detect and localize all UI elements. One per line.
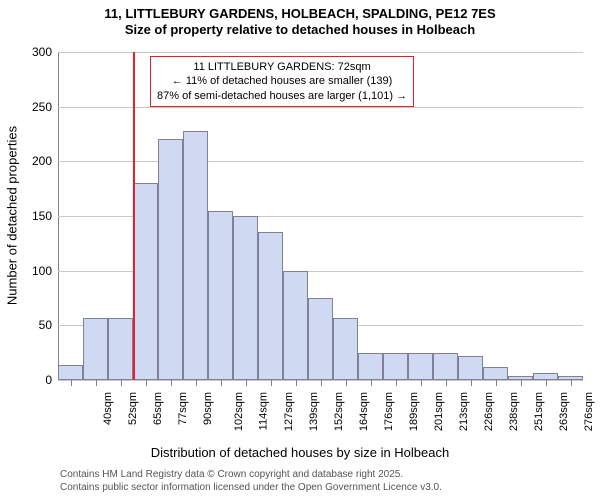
title-line-2: Size of property relative to detached ho… [0, 22, 600, 38]
x-tick-label: 90sqm [202, 392, 214, 425]
x-tick-label: 114sqm [257, 392, 269, 430]
plot-area: 05010015020025030040sqm52sqm65sqm77sqm90… [58, 52, 583, 380]
grid-line [58, 161, 583, 162]
histogram-bar [383, 353, 408, 380]
x-tick-label: 176sqm [383, 392, 395, 431]
y-tick-label: 300 [32, 45, 58, 59]
x-tick-label: 65sqm [152, 392, 164, 425]
x-tick-label: 102sqm [233, 392, 245, 431]
histogram-bar [58, 365, 83, 380]
histogram-bar [308, 298, 333, 380]
y-tick-label: 150 [32, 209, 58, 223]
x-tick [196, 380, 197, 386]
histogram-bar [358, 353, 383, 380]
y-tick-label: 200 [32, 154, 58, 168]
x-tick [571, 380, 572, 386]
x-tick [296, 380, 297, 386]
histogram-bar [408, 353, 433, 380]
x-tick-label: 276sqm [583, 392, 595, 431]
title-line-1: 11, LITTLEBURY GARDENS, HOLBEACH, SPALDI… [0, 6, 600, 22]
attribution-line-2: Contains public sector information licen… [60, 481, 442, 494]
x-tick [396, 380, 397, 386]
x-tick [471, 380, 472, 386]
x-tick [246, 380, 247, 386]
histogram-bar [158, 139, 183, 380]
attribution: Contains HM Land Registry data © Crown c… [60, 468, 442, 494]
x-tick-label: 263sqm [558, 392, 570, 431]
x-tick [321, 380, 322, 386]
histogram-bar [283, 271, 308, 380]
chart-title: 11, LITTLEBURY GARDENS, HOLBEACH, SPALDI… [0, 0, 600, 39]
histogram-bar [183, 131, 208, 380]
x-tick [221, 380, 222, 386]
x-tick-label: 238sqm [508, 392, 520, 431]
histogram-bar [108, 318, 133, 380]
callout-line: 87% of semi-detached houses are larger (… [157, 89, 407, 103]
x-tick-label: 226sqm [483, 392, 495, 431]
x-tick [146, 380, 147, 386]
x-tick [371, 380, 372, 386]
x-tick [421, 380, 422, 386]
x-tick [496, 380, 497, 386]
property-marker-line [133, 52, 135, 380]
histogram-bar [258, 232, 283, 380]
histogram-chart: 11, LITTLEBURY GARDENS, HOLBEACH, SPALDI… [0, 0, 600, 500]
x-tick [271, 380, 272, 386]
grid-line [58, 52, 583, 53]
histogram-bar [83, 318, 108, 380]
histogram-bar [458, 356, 483, 380]
y-tick-label: 50 [39, 318, 58, 332]
x-tick-label: 164sqm [358, 392, 370, 431]
y-axis-title: Number of detached properties [5, 116, 20, 316]
x-tick-label: 77sqm [177, 392, 189, 425]
property-callout: 11 LITTLEBURY GARDENS: 72sqm← 11% of det… [150, 56, 414, 107]
histogram-bar [133, 183, 158, 380]
x-tick-label: 201sqm [433, 392, 445, 431]
callout-line: 11 LITTLEBURY GARDENS: 72sqm [157, 60, 407, 74]
y-tick-label: 100 [32, 264, 58, 278]
histogram-bar [208, 211, 233, 380]
x-tick-label: 139sqm [308, 392, 320, 431]
x-tick-label: 127sqm [283, 392, 295, 431]
x-tick [121, 380, 122, 386]
x-tick [446, 380, 447, 386]
histogram-bar [483, 367, 508, 380]
x-tick [346, 380, 347, 386]
x-tick-label: 40sqm [102, 392, 114, 425]
callout-line: ← 11% of detached houses are smaller (13… [157, 74, 407, 88]
x-tick-label: 213sqm [458, 392, 470, 431]
x-tick [521, 380, 522, 386]
x-tick-label: 189sqm [408, 392, 420, 431]
x-tick-label: 251sqm [533, 392, 545, 431]
x-axis-title: Distribution of detached houses by size … [0, 445, 600, 460]
attribution-line-1: Contains HM Land Registry data © Crown c… [60, 468, 442, 481]
x-tick [71, 380, 72, 386]
histogram-bar [333, 318, 358, 380]
histogram-bar [233, 216, 258, 380]
x-tick [546, 380, 547, 386]
x-tick-label: 52sqm [127, 392, 139, 425]
x-tick [96, 380, 97, 386]
y-tick-label: 250 [32, 100, 58, 114]
x-tick-label: 152sqm [333, 392, 345, 431]
histogram-bar [433, 353, 458, 380]
y-tick-label: 0 [45, 373, 58, 387]
x-tick [171, 380, 172, 386]
